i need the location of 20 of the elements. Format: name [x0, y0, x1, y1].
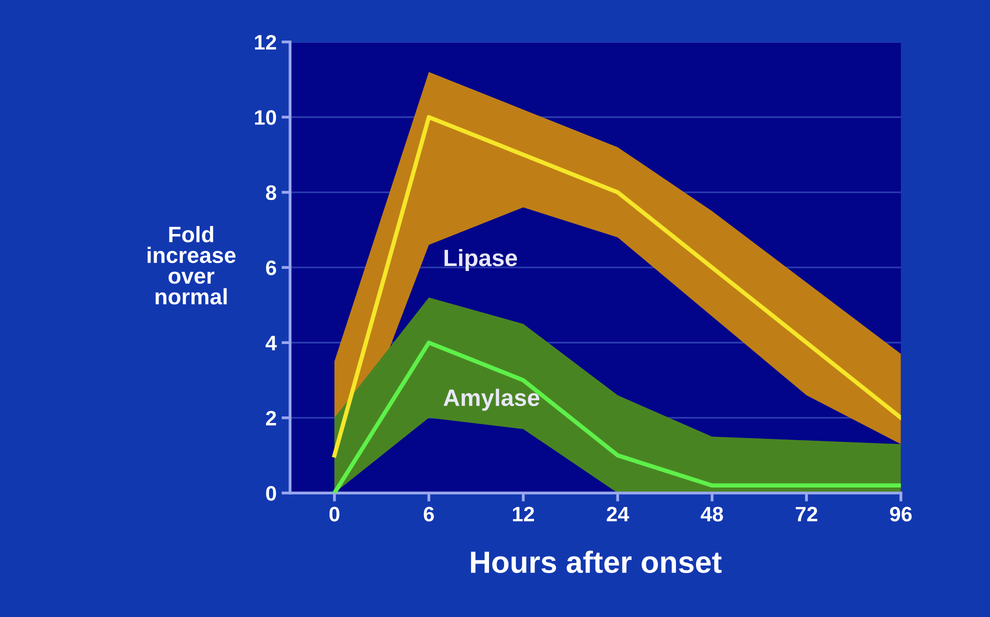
x-tick-label: 12: [512, 506, 534, 522]
series-label: Amylase: [444, 388, 540, 411]
y-tick-label: 8: [266, 185, 276, 200]
y-tick-label: 12: [255, 34, 276, 50]
x-tick-label: 96: [890, 506, 912, 522]
y-tick-label: 2: [266, 410, 276, 426]
x-tick-label: 24: [606, 506, 630, 522]
x-tick-label: 6: [424, 506, 434, 522]
y-axis-title: Fold increase over normal: [148, 226, 236, 305]
x-axis-title: Hours after onset: [471, 550, 722, 574]
x-tick-label: 48: [700, 506, 724, 522]
y-tick-label: 4: [266, 336, 277, 350]
y-tick-label: 0: [266, 486, 276, 501]
x-tick-label: 72: [796, 506, 818, 522]
y-tick-label: 10: [255, 110, 276, 125]
line-series: [332, 340, 901, 493]
line-series: [332, 115, 901, 458]
y-tick-label: 6: [266, 260, 276, 276]
x-tick-label: 0: [329, 506, 340, 522]
text: Lipase: [444, 248, 518, 271]
